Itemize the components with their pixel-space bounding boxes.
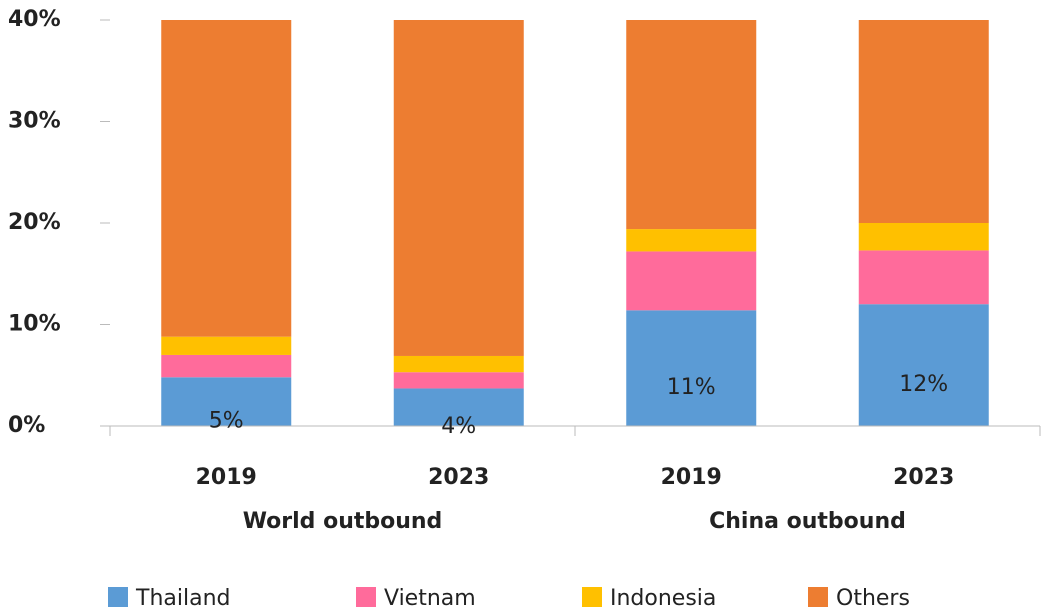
x-tick-label: 2023	[893, 465, 954, 490]
bar-segment	[393, 355, 524, 373]
legend-swatch	[808, 587, 828, 607]
legend-swatch	[582, 587, 602, 607]
legend-swatch	[108, 587, 128, 607]
bar-segment	[858, 223, 989, 251]
data-label: 4%	[441, 414, 476, 439]
bar-segment	[626, 20, 757, 230]
y-tick-label: 30%	[8, 109, 61, 134]
legend-label: Indonesia	[610, 586, 716, 611]
y-tick-label: 10%	[8, 312, 61, 337]
y-tick-label: 20%	[8, 210, 61, 235]
bar-segment	[393, 372, 524, 389]
group-label: China outbound	[709, 509, 906, 534]
x-tick-label: 2023	[428, 465, 489, 490]
bar-segment	[858, 250, 989, 305]
bar-segment	[626, 229, 757, 252]
group-label: World outbound	[243, 509, 443, 534]
bar-segment	[161, 377, 292, 426]
bar-segment	[161, 336, 292, 355]
bar-segment	[858, 304, 989, 426]
data-label: 12%	[899, 372, 948, 397]
y-tick-label: 0%	[8, 413, 45, 438]
bar-segment	[858, 20, 989, 223]
data-label: 5%	[209, 409, 244, 434]
legend-label: Others	[836, 586, 910, 611]
bar-segment	[393, 388, 524, 426]
bar-segment	[626, 251, 757, 311]
bar-segment	[161, 354, 292, 378]
x-tick-label: 2019	[661, 465, 722, 490]
legend-label: Vietnam	[384, 586, 476, 611]
legend-swatch	[356, 587, 376, 607]
bar-segment	[393, 20, 524, 356]
plot-area	[161, 20, 989, 426]
bar-segment	[626, 310, 757, 426]
data-label: 11%	[667, 375, 716, 400]
x-tick-label: 2019	[196, 465, 257, 490]
y-tick-label: 40%	[8, 7, 61, 32]
legend-label: Thailand	[135, 586, 230, 611]
bar-segment	[161, 20, 292, 337]
